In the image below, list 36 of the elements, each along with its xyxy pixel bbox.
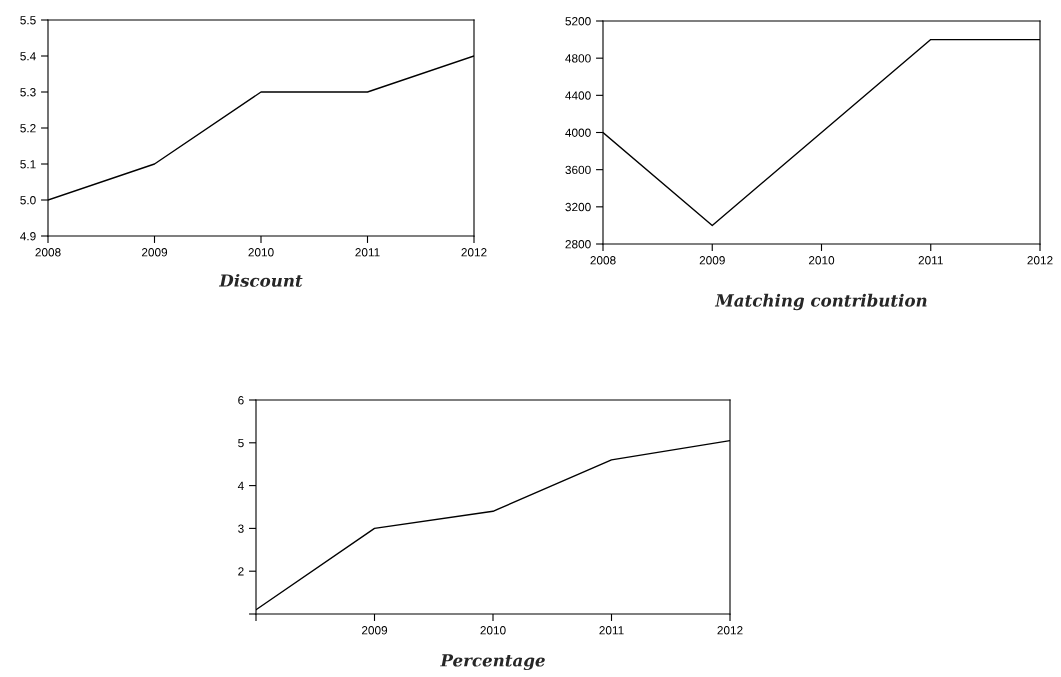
y-tick-label: 2800 — [565, 240, 591, 249]
y-tick-label: 3200 — [565, 202, 591, 212]
y-tick-label: 3600 — [565, 165, 591, 175]
x-tick-label: 2012 — [461, 248, 487, 257]
y-tick-label: 5.5 — [20, 16, 36, 25]
y-tick-label: 5 — [238, 438, 244, 448]
y-tick-label: 4 — [237, 481, 244, 490]
text: Discount — [218, 273, 303, 287]
text: Percentage — [440, 654, 545, 671]
y-tick-label: 4000 — [565, 128, 591, 137]
text: Matching contribution — [714, 293, 927, 311]
x-tick-label: 2008 — [590, 256, 616, 265]
x-tick-label: 2010 — [808, 256, 835, 265]
y-tick-label: 4800 — [565, 54, 591, 63]
x-tick-label: 2009 — [699, 256, 725, 265]
y-tick-label: 4400 — [565, 91, 591, 100]
y-tick-label: 5.3 — [20, 88, 36, 97]
y-tick-label: 5.1 — [20, 160, 36, 169]
x-tick-label: 2009 — [141, 248, 168, 257]
x-tick-label: 2012 — [1027, 256, 1053, 265]
y-tick-label: 5.0 — [20, 196, 36, 205]
x-tick-label: 2012 — [717, 626, 743, 635]
x-tick-label: 2009 — [361, 626, 388, 635]
y-tick-label: 5.2 — [20, 124, 36, 133]
y-tick-label: 3 — [238, 524, 244, 533]
x-tick-label: 2010 — [480, 626, 506, 635]
x-tick-label: 2011 — [599, 626, 624, 635]
y-tick-label: 6 — [238, 396, 244, 405]
x-tick-label: 2011 — [918, 256, 943, 265]
x-tick-label: 2011 — [355, 248, 380, 257]
y-tick-label: 5200 — [565, 17, 591, 26]
y-tick-label: 5.4 — [20, 52, 36, 61]
y-tick-label: 2 — [238, 567, 244, 576]
x-tick-label: 2008 — [35, 248, 61, 257]
y-tick-label: 4.9 — [20, 232, 36, 241]
x-tick-label: 2010 — [248, 248, 274, 257]
